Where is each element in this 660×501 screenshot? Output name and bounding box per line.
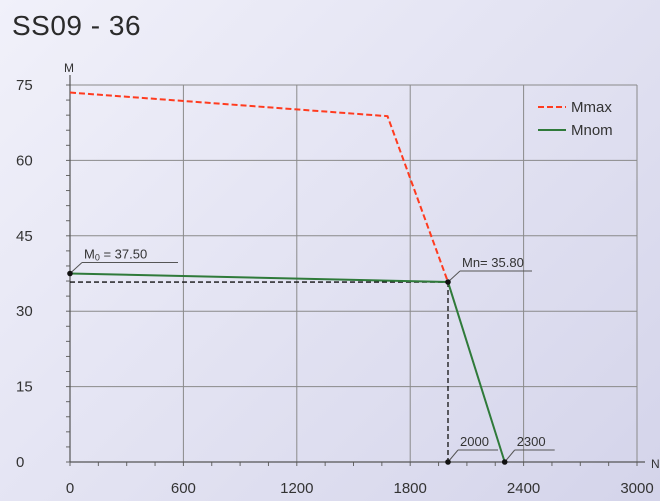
x-tick-label: 600: [171, 480, 196, 497]
annotation-point: [67, 270, 73, 277]
annotation-x-value: 2000: [460, 434, 489, 449]
y-tick-label: 45: [16, 228, 33, 245]
x-tick-label: 1200: [280, 480, 313, 497]
y-axis-title: M: [64, 61, 74, 75]
x-tick-label: 2400: [507, 480, 540, 497]
chart-title: SS09 - 36: [12, 10, 142, 41]
annotation-point: [445, 279, 451, 285]
legend-label-mnom: Mnom: [571, 122, 613, 139]
x-axis-title: N: [651, 457, 660, 471]
annotation-mn: Mn= 35.80: [462, 255, 524, 270]
y-tick-label: 30: [16, 303, 33, 320]
annotation-point: [501, 459, 508, 465]
y-tick-label: 75: [16, 77, 33, 94]
annotation-x-value: 2300: [517, 434, 546, 449]
x-tick-label: 3000: [620, 480, 653, 497]
y-tick-label: 0: [16, 454, 24, 471]
legend-label-mmax: Mmax: [571, 99, 612, 116]
series-line-mmax: [69, 91, 449, 283]
x-tick-label: 1800: [394, 480, 427, 497]
series-line-mnom: [69, 272, 506, 463]
x-tick-label: 0: [66, 480, 74, 497]
y-tick-label: 60: [16, 152, 33, 169]
annotation-m0: M0 = 37.50: [84, 247, 147, 263]
y-tick-label: 15: [16, 379, 33, 396]
annotation-point: [445, 459, 451, 465]
